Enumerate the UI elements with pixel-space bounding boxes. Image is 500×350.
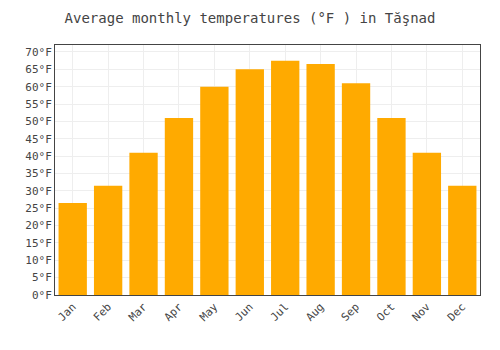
svg-text:70°F: 70°F <box>25 46 52 59</box>
svg-text:35°F: 35°F <box>25 167 52 180</box>
svg-text:15°F: 15°F <box>25 237 52 250</box>
svg-text:60°F: 60°F <box>25 81 52 94</box>
svg-text:Jan: Jan <box>55 301 78 324</box>
svg-text:Apr: Apr <box>162 300 186 324</box>
svg-text:Jun: Jun <box>233 301 256 324</box>
svg-text:May: May <box>197 300 221 324</box>
svg-text:55°F: 55°F <box>25 98 52 111</box>
svg-text:Jul: Jul <box>268 301 291 324</box>
svg-text:Average monthly temperatures (: Average monthly temperatures (°F ) in Tă… <box>65 10 436 26</box>
svg-text:Aug: Aug <box>303 301 326 324</box>
svg-text:65°F: 65°F <box>25 63 52 76</box>
svg-text:25°F: 25°F <box>25 202 52 215</box>
svg-text:45°F: 45°F <box>25 133 52 146</box>
svg-text:5°F: 5°F <box>32 271 52 284</box>
svg-text:Feb: Feb <box>91 301 114 324</box>
svg-text:Mar: Mar <box>126 300 150 324</box>
svg-text:0°F: 0°F <box>32 289 52 302</box>
svg-text:40°F: 40°F <box>25 150 52 163</box>
svg-text:30°F: 30°F <box>25 185 52 198</box>
svg-text:Nov: Nov <box>410 300 434 324</box>
svg-text:10°F: 10°F <box>25 254 52 267</box>
svg-text:Dec: Dec <box>445 301 468 324</box>
svg-text:50°F: 50°F <box>25 115 52 128</box>
svg-text:20°F: 20°F <box>25 219 52 232</box>
svg-text:Oct: Oct <box>374 301 397 324</box>
svg-text:Sep: Sep <box>339 301 362 324</box>
